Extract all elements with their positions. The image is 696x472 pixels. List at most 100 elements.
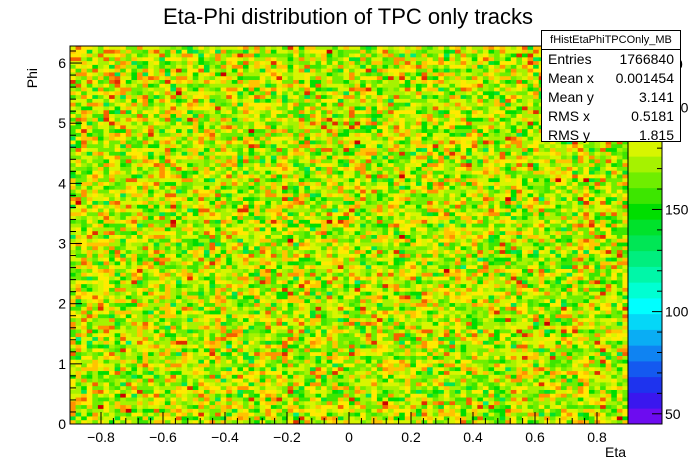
heatmap-cell (192, 189, 199, 194)
heatmap-cell (566, 148, 573, 153)
heatmap-cell (142, 136, 149, 141)
heatmap-cell (92, 102, 99, 107)
heatmap-cell (449, 204, 456, 209)
heatmap-cell (192, 114, 199, 119)
heatmap-cell (92, 182, 99, 187)
heatmap-cell (415, 76, 422, 81)
heatmap-cell (376, 95, 383, 100)
heatmap-cell (142, 132, 149, 138)
heatmap-cell (70, 208, 76, 213)
heatmap-cell (220, 136, 227, 141)
heatmap-cell (471, 76, 478, 81)
heatmap-cell (415, 144, 422, 149)
heatmap-cell (343, 178, 350, 183)
heatmap-cell (549, 170, 556, 175)
heatmap-cell (421, 178, 428, 183)
heatmap-cell (371, 87, 378, 92)
heatmap-cell (276, 136, 283, 141)
heatmap-cell (164, 231, 171, 236)
heatmap-cell (226, 204, 233, 209)
heatmap-cell (97, 53, 104, 58)
heatmap-cell (242, 83, 249, 88)
heatmap-cell (287, 83, 294, 88)
heatmap-cell (561, 223, 568, 228)
heatmap-cell (449, 174, 456, 179)
heatmap-cell (231, 53, 238, 58)
heatmap-cell (382, 72, 389, 77)
heatmap-cell (265, 80, 272, 85)
heatmap-cell (304, 151, 311, 157)
heatmap-cell (259, 193, 266, 198)
heatmap-cell (421, 129, 428, 134)
heatmap-cell (499, 117, 506, 122)
heatmap-cell (466, 140, 473, 145)
heatmap-cell (254, 72, 261, 77)
heatmap-cell (421, 140, 428, 145)
heatmap-cell (477, 144, 484, 149)
heatmap-cell (81, 163, 88, 168)
heatmap-cell (148, 87, 155, 92)
heatmap-cell (198, 57, 205, 62)
heatmap-cell (254, 121, 261, 126)
heatmap-cell (365, 155, 372, 160)
heatmap-cell (309, 132, 316, 138)
heatmap-cell (259, 212, 266, 217)
heatmap-cell (125, 208, 132, 213)
heatmap-cell (304, 110, 311, 115)
heatmap-cell (616, 170, 623, 175)
heatmap-cell (466, 155, 473, 160)
heatmap-cell (460, 80, 467, 85)
heatmap-cell (337, 159, 344, 164)
heatmap-cell (270, 170, 277, 175)
heatmap-cell (192, 98, 199, 104)
heatmap-cell (181, 197, 188, 202)
heatmap-cell (360, 144, 367, 149)
heatmap-cell (298, 98, 305, 104)
heatmap-cell (404, 110, 411, 115)
heatmap-cell (321, 151, 328, 157)
heatmap-cell (198, 110, 205, 115)
heatmap-cell (466, 72, 473, 77)
heatmap-cell (404, 49, 411, 54)
heatmap-cell (215, 57, 222, 62)
heatmap-cell (343, 87, 350, 92)
heatmap-cell (577, 170, 584, 175)
heatmap-cell (499, 148, 506, 153)
heatmap-cell (242, 49, 249, 54)
heatmap-cell (86, 91, 93, 96)
heatmap-cell (242, 121, 249, 126)
heatmap-cell (365, 53, 372, 58)
heatmap-cell (616, 200, 623, 206)
heatmap-cell (265, 140, 272, 145)
heatmap-cell (276, 148, 283, 153)
heatmap-cell (153, 129, 160, 134)
heatmap-cell (354, 121, 361, 126)
heatmap-cell (282, 80, 289, 85)
heatmap-cell (103, 64, 110, 70)
heatmap-cell (516, 163, 523, 168)
heatmap-cell (443, 57, 450, 62)
heatmap-cell (332, 132, 339, 138)
heatmap-cell (460, 57, 467, 62)
heatmap-cell (499, 182, 506, 187)
heatmap-cell (237, 197, 244, 202)
heatmap-cell (254, 140, 261, 145)
heatmap-cell (304, 174, 311, 179)
heatmap-cell (371, 204, 378, 209)
heatmap-cell (164, 166, 171, 172)
heatmap-cell (460, 140, 467, 145)
heatmap-cell (70, 49, 76, 54)
heatmap-cell (103, 163, 110, 168)
heatmap-cell (360, 193, 367, 198)
heatmap-cell (304, 102, 311, 107)
heatmap-cell (415, 185, 422, 191)
heatmap-cell (293, 223, 300, 228)
heatmap-cell (544, 166, 551, 172)
heatmap-cell (343, 197, 350, 202)
heatmap-cell (455, 170, 461, 175)
heatmap-cell (164, 83, 171, 88)
heatmap-cell (583, 223, 590, 228)
heatmap-cell (293, 182, 300, 187)
heatmap-cell (293, 102, 300, 107)
heatmap-cell (321, 159, 328, 164)
